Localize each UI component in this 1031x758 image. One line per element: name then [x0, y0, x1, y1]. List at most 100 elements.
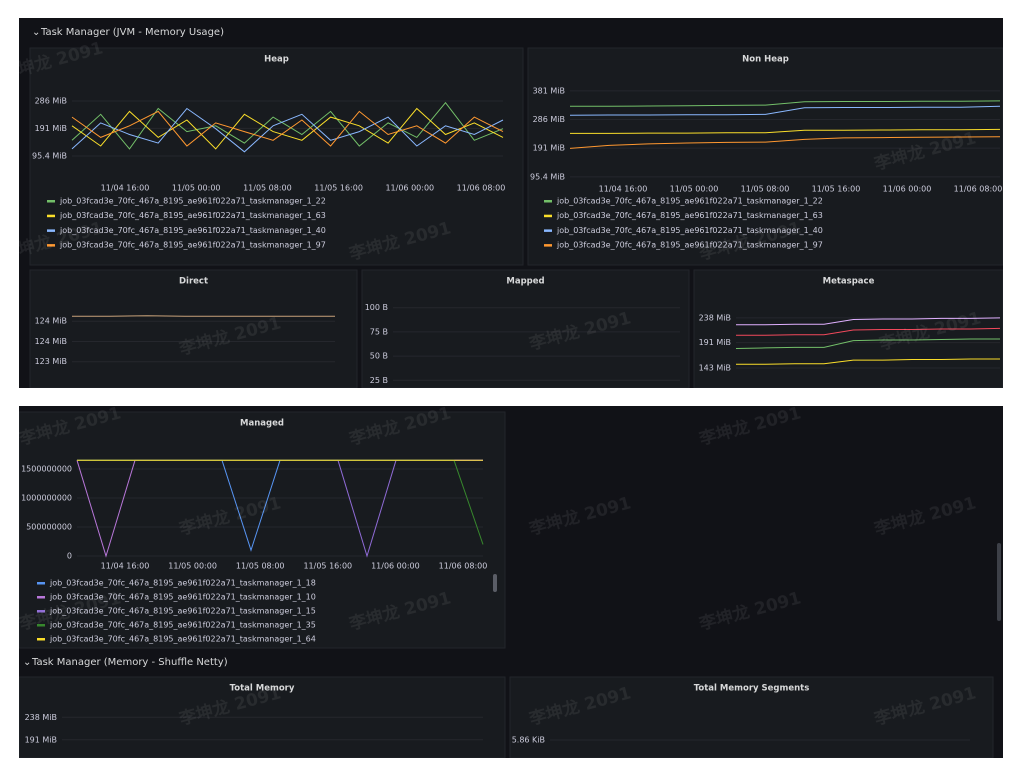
y-tick-label: 238 MiB: [699, 313, 731, 322]
legend-swatch: [37, 582, 45, 585]
y-tick-label: 191 MiB: [533, 144, 565, 153]
legend-entry[interactable]: job_03fcad3e_70fc_467a_8195_ae961f022a71…: [49, 579, 316, 588]
y-tick-label: 95.4 MiB: [530, 172, 565, 181]
series-line: [736, 358, 1000, 365]
panel: [527, 47, 1003, 266]
y-tick-label: 191 MiB: [35, 124, 67, 133]
y-tick-label: 286 MiB: [35, 96, 67, 105]
legend-swatch: [37, 638, 45, 641]
panel-title: Metaspace: [823, 277, 875, 287]
legend-swatch: [37, 610, 45, 613]
legend-swatch: [37, 624, 45, 627]
x-tick-label: 11/05 08:00: [236, 562, 285, 571]
y-tick-label: 191 MiB: [25, 735, 57, 744]
series-line: [569, 105, 1001, 116]
panel-title: Heap: [264, 55, 289, 65]
y-tick-label: 238 MiB: [25, 713, 57, 722]
x-tick-label: 11/06 00:00: [371, 562, 420, 571]
y-tick-label: 25 B: [370, 376, 388, 385]
x-tick-label: 11/06 08:00: [439, 562, 488, 571]
y-tick-label: 500000000: [26, 522, 72, 531]
x-tick-label: 11/06 00:00: [385, 184, 434, 193]
y-tick-label: 1000000000: [21, 493, 72, 502]
legend-entry[interactable]: job_03fcad3e_70fc_467a_8195_ae961f022a71…: [556, 211, 823, 220]
row-title[interactable]: Task Manager (JVM - Memory Usage): [40, 27, 224, 38]
legend-entry[interactable]: job_03fcad3e_70fc_467a_8195_ae961f022a71…: [49, 607, 316, 616]
y-tick-label: 50 B: [370, 352, 388, 361]
legend-scrollbar[interactable]: [493, 574, 497, 592]
legend-entry[interactable]: job_03fcad3e_70fc_467a_8195_ae961f022a71…: [59, 211, 326, 220]
series-line: [71, 110, 504, 147]
legend-entry[interactable]: job_03fcad3e_70fc_467a_8195_ae961f022a71…: [49, 593, 316, 602]
scrollbar[interactable]: [997, 543, 1001, 621]
x-tick-label: 11/04 16:00: [101, 184, 150, 193]
row-header[interactable]: ⌄: [23, 657, 31, 668]
x-tick-label: 11/06 08:00: [954, 185, 1003, 194]
x-tick-label: 11/04 16:00: [101, 562, 150, 571]
series-line: [736, 317, 1001, 326]
legend-entry[interactable]: job_03fcad3e_70fc_467a_8195_ae961f022a71…: [556, 197, 823, 206]
legend-entry[interactable]: job_03fcad3e_70fc_467a_8195_ae961f022a71…: [49, 635, 316, 644]
legend-swatch: [47, 244, 55, 247]
legend-swatch: [544, 214, 552, 218]
x-tick-label: 11/04 16:00: [599, 185, 648, 194]
legend-swatch: [544, 244, 552, 247]
bottom-area: ⌄ Task Manager (Memory - Shuffle Netty) …: [19, 411, 1001, 758]
y-tick-label: 0: [67, 551, 72, 560]
legend-swatch: [544, 200, 552, 203]
panel-title: Total Memory Segments: [694, 684, 810, 694]
legend-entry[interactable]: job_03fcad3e_70fc_467a_8195_ae961f022a71…: [556, 241, 823, 250]
series-line: [736, 327, 1001, 336]
y-tick-label: 124 MiB: [35, 337, 67, 346]
panel: [19, 411, 506, 649]
panel: [361, 269, 690, 388]
y-tick-label: 191 MiB: [699, 338, 731, 347]
series-line: [71, 107, 504, 150]
series-line: [71, 107, 504, 153]
y-tick-label: 95.4 MiB: [32, 152, 67, 161]
top-area: ⌄ Task Manager (JVM - Memory Usage) Heap…: [29, 27, 1003, 388]
panel-title: Managed: [240, 419, 284, 429]
legend-swatch: [37, 596, 45, 599]
series-line: [570, 128, 1001, 134]
y-tick-label: 143 MiB: [699, 363, 731, 372]
panel: [29, 269, 358, 388]
legend-entry[interactable]: job_03fcad3e_70fc_467a_8195_ae961f022a71…: [59, 197, 326, 206]
legend-entry[interactable]: job_03fcad3e_70fc_467a_8195_ae961f022a71…: [59, 241, 326, 250]
legend-swatch: [47, 214, 55, 218]
legend-swatch: [47, 229, 55, 232]
series-line: [735, 338, 1000, 349]
y-tick-label: 100 B: [365, 303, 388, 312]
x-tick-label: 11/05 00:00: [670, 185, 719, 194]
x-tick-label: 11/06 08:00: [457, 184, 506, 193]
legend-entry[interactable]: job_03fcad3e_70fc_467a_8195_ae961f022a71…: [49, 621, 316, 630]
row-header[interactable]: ⌄: [32, 27, 40, 38]
x-tick-label: 11/06 00:00: [883, 185, 932, 194]
legend-swatch: [544, 229, 552, 232]
y-tick-label: 5.86 KiB: [512, 735, 545, 744]
y-tick-label: 1500000000: [21, 464, 72, 473]
series-line: [570, 100, 1001, 107]
x-tick-label: 11/05 16:00: [303, 562, 352, 571]
x-tick-label: 11/05 08:00: [741, 185, 790, 194]
x-tick-label: 11/05 00:00: [172, 184, 221, 193]
legend-swatch: [47, 200, 55, 203]
x-tick-label: 11/05 16:00: [812, 185, 861, 194]
series-line: [72, 315, 335, 317]
panel-title: Mapped: [506, 277, 544, 287]
x-tick-label: 11/05 08:00: [243, 184, 292, 193]
y-tick-label: 75 B: [370, 327, 388, 336]
panel: [509, 676, 994, 758]
row-title[interactable]: Task Manager (Memory - Shuffle Netty): [31, 657, 228, 668]
x-tick-label: 11/05 16:00: [314, 184, 363, 193]
legend-entry[interactable]: job_03fcad3e_70fc_467a_8195_ae961f022a71…: [556, 226, 823, 235]
y-tick-label: 123 MiB: [35, 357, 67, 366]
y-tick-label: 286 MiB: [533, 115, 565, 124]
panel-title: Direct: [179, 277, 208, 287]
series-line: [569, 136, 1001, 149]
series-line: [71, 101, 504, 150]
legend-entry[interactable]: job_03fcad3e_70fc_467a_8195_ae961f022a71…: [59, 226, 326, 235]
y-tick-label: 381 MiB: [533, 86, 565, 95]
y-tick-label: 124 MiB: [35, 317, 67, 326]
